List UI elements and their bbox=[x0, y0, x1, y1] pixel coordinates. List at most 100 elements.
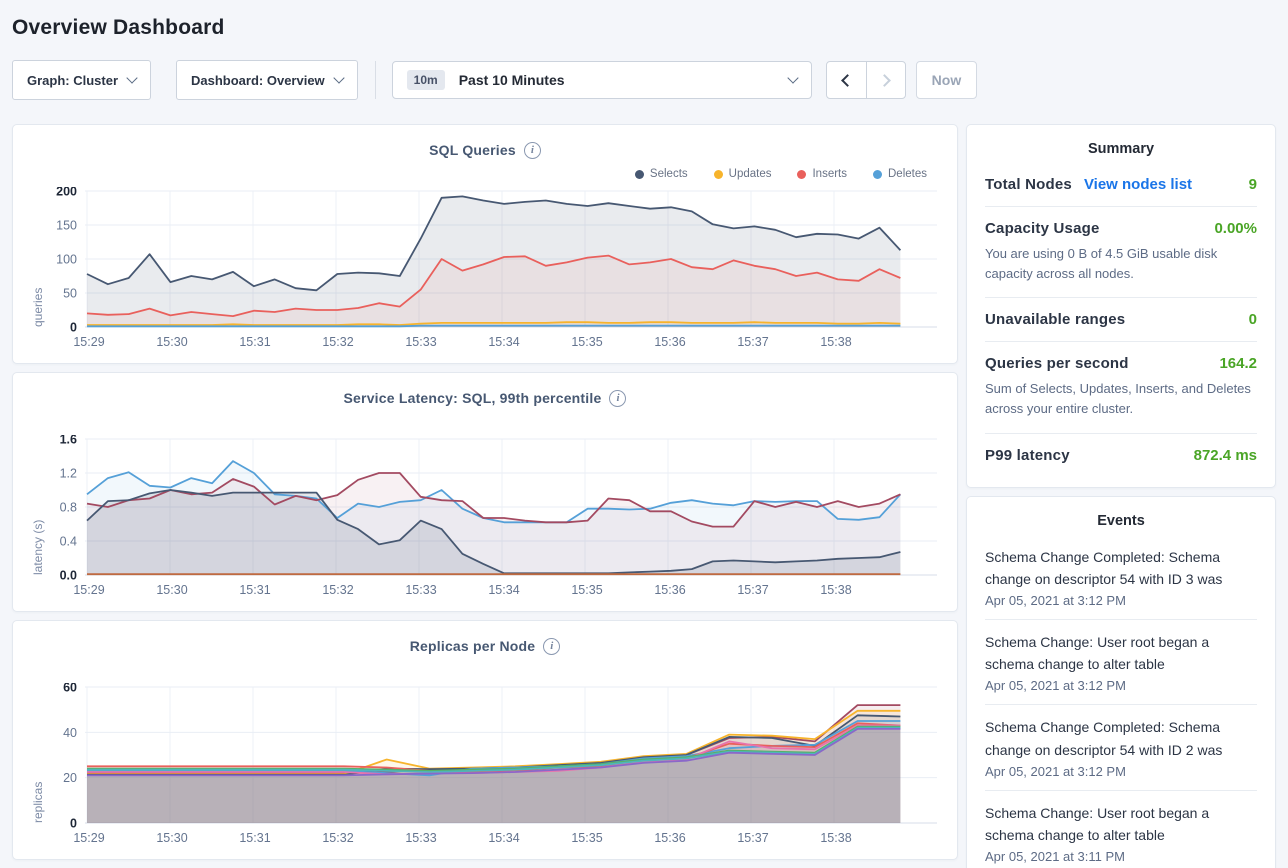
replicas-per-node-plot[interactable]: 0 20 40 60 15:29 15:30 15:31 15:32 15:33 15:34 15:… bbox=[29, 681, 941, 853]
x-tick-label: 15:29 bbox=[73, 583, 104, 597]
events-panel: Events Schema Change Completed: Schema c… bbox=[966, 496, 1276, 868]
series-line bbox=[87, 324, 901, 328]
now-button[interactable]: Now bbox=[915, 61, 978, 99]
chart-title: SQL Queries bbox=[429, 142, 516, 158]
series-line bbox=[86, 472, 901, 528]
sql-queries-card: SQL Queries i Selects Updates Inserts Delet… bbox=[12, 124, 958, 364]
chart-legend: Selects Updates Inserts Deletes bbox=[29, 161, 941, 187]
event-timestamp: Apr 05, 2021 at 3:12 PM bbox=[985, 593, 1126, 609]
x-tick-label: 15:34 bbox=[488, 583, 519, 597]
summary-value: 9 bbox=[1248, 176, 1257, 193]
info-icon[interactable]: i bbox=[609, 389, 627, 407]
y-tick-label: 0 bbox=[70, 817, 77, 831]
series-line bbox=[86, 460, 902, 524]
x-tick-label: 15:38 bbox=[820, 583, 851, 597]
time-step-back-button[interactable] bbox=[827, 62, 866, 98]
event-item: Schema Change: User root began a schema … bbox=[985, 619, 1257, 704]
x-tick-label: 15:31 bbox=[239, 831, 270, 845]
x-tick-label: 15:32 bbox=[322, 831, 353, 845]
legend-dot bbox=[873, 169, 882, 179]
legend-item: Updates bbox=[713, 168, 771, 180]
chevron-right-icon bbox=[877, 73, 891, 87]
event-item: Schema Change: User root began a schema … bbox=[985, 789, 1257, 868]
event-message: Schema Change: User root began a schema … bbox=[985, 634, 1210, 673]
legend-dot bbox=[634, 169, 644, 179]
series-area bbox=[87, 725, 901, 823]
legend-label: Deletes bbox=[888, 168, 927, 180]
series-line bbox=[87, 726, 901, 773]
legend-item: Inserts bbox=[797, 168, 847, 180]
event-item: Schema Change Completed: Schema change o… bbox=[985, 535, 1257, 619]
x-tick-label: 15:31 bbox=[239, 335, 270, 349]
event-message: Schema Change Completed: Schema change o… bbox=[985, 719, 1223, 758]
legend-item: Selects bbox=[634, 168, 688, 180]
x-tick-label: 15:36 bbox=[654, 335, 685, 349]
service-latency-card: Service Latency: SQL, 99th percentile i … bbox=[12, 372, 958, 612]
chevron-down-icon bbox=[787, 72, 799, 84]
x-tick-label: 15:33 bbox=[405, 335, 436, 349]
summary-row: Capacity Usage 0.00% You are using 0 B of … bbox=[985, 206, 1257, 297]
y-tick-label: 40 bbox=[63, 726, 77, 740]
summary-value: 0 bbox=[1248, 311, 1257, 329]
time-step-buttons bbox=[825, 61, 906, 99]
x-tick-label: 15:35 bbox=[571, 583, 602, 597]
legend-label: Inserts bbox=[812, 168, 847, 180]
replicas-per-node-card: Replicas per Node i replicas 0 20 40 60 15:2… bbox=[12, 620, 958, 860]
series-area bbox=[87, 710, 901, 823]
summary-panel: Summary Total Nodes View nodes list 9 Capac… bbox=[966, 124, 1276, 488]
chevron-down-icon bbox=[333, 72, 345, 84]
y-tick-label: 150 bbox=[56, 219, 77, 233]
graph-dropdown[interactable]: Graph: Cluster bbox=[12, 60, 152, 100]
event-message: Schema Change Completed: Schema change o… bbox=[985, 549, 1223, 588]
dashboard-dropdown[interactable]: Dashboard: Overview bbox=[176, 60, 358, 100]
service-latency-chart[interactable]: latency (s) 0.0 0.4 0.8 1.2 1.6 15:29 15:30 15:… bbox=[29, 433, 941, 605]
info-icon[interactable]: i bbox=[543, 637, 561, 655]
dashboard-dropdown-label: Dashboard: Overview bbox=[191, 72, 325, 88]
summary-rows: Total Nodes View nodes list 9 Capacity Usag… bbox=[985, 163, 1257, 477]
event-timestamp: Apr 05, 2021 at 3:12 PM bbox=[985, 678, 1126, 694]
view-nodes-list-link[interactable]: View nodes list bbox=[1083, 176, 1193, 193]
y-tick-label: 20 bbox=[63, 771, 77, 785]
series-area bbox=[87, 461, 901, 575]
info-icon[interactable]: i bbox=[523, 141, 541, 159]
y-tick-label: 1.2 bbox=[60, 467, 77, 481]
chart-title: Service Latency: SQL, 99th percentile bbox=[343, 390, 602, 406]
summary-description: Sum of Selects, Updates, Inserts, and De… bbox=[985, 381, 1251, 417]
summary-row: Total Nodes View nodes list 9 bbox=[985, 163, 1257, 206]
x-tick-label: 15:38 bbox=[820, 831, 851, 845]
replicas-per-node-chart[interactable]: replicas 0 20 40 60 15:29 15:30 15:31 15:32 15:3… bbox=[29, 681, 941, 853]
summary-value: 164.2 bbox=[1219, 355, 1257, 373]
summary-label: Total Nodes bbox=[985, 176, 1072, 193]
summary-row: P99 latency 872.4 ms bbox=[985, 432, 1257, 477]
series-area bbox=[87, 726, 901, 823]
x-tick-label: 15:37 bbox=[737, 831, 768, 845]
x-tick-label: 15:35 bbox=[571, 335, 602, 349]
legend-item: Deletes bbox=[873, 168, 927, 180]
time-range-selector[interactable]: 10m Past 10 Minutes bbox=[391, 61, 812, 99]
chart-title: Replicas per Node bbox=[409, 638, 536, 654]
event-message: Schema Change: User root began a schema … bbox=[985, 804, 1210, 843]
event-timestamp: Apr 05, 2021 at 3:12 PM bbox=[985, 763, 1126, 779]
x-tick-label: 15:29 bbox=[73, 335, 104, 349]
x-tick-label: 15:33 bbox=[405, 583, 436, 597]
sql-queries-plot[interactable]: 0 50 100 150 200 15:29 15:30 15:31 15:32 15:33 15:… bbox=[29, 185, 941, 357]
x-tick-label: 15:32 bbox=[322, 335, 353, 349]
event-timestamp: Apr 05, 2021 at 3:11 PM bbox=[985, 848, 1125, 864]
summary-row: Queries per second 164.2 Sum of Selects, U… bbox=[985, 341, 1257, 432]
chart-legend-empty bbox=[29, 409, 941, 435]
y-axis-label: latency (s) bbox=[31, 519, 45, 575]
x-tick-label: 15:37 bbox=[737, 583, 768, 597]
y-tick-label: 100 bbox=[56, 253, 77, 267]
time-step-forward-button[interactable] bbox=[865, 62, 905, 98]
y-tick-label: 0.4 bbox=[60, 535, 77, 549]
sql-queries-chart[interactable]: queries 0 50 100 150 200 15:29 15:30 15:31 15:32… bbox=[29, 185, 941, 357]
x-tick-label: 15:32 bbox=[322, 583, 353, 597]
y-axis-label: queries bbox=[31, 287, 45, 327]
chevron-left-icon bbox=[841, 73, 855, 87]
y-tick-label: 0 bbox=[70, 321, 77, 335]
service-latency-plot[interactable]: 0.0 0.4 0.8 1.2 1.6 15:29 15:30 15:31 15:32 15:33… bbox=[29, 433, 941, 605]
summary-label: P99 latency bbox=[985, 446, 1070, 464]
y-tick-label: 50 bbox=[63, 287, 77, 301]
time-range-label: Past 10 Minutes bbox=[458, 72, 565, 88]
